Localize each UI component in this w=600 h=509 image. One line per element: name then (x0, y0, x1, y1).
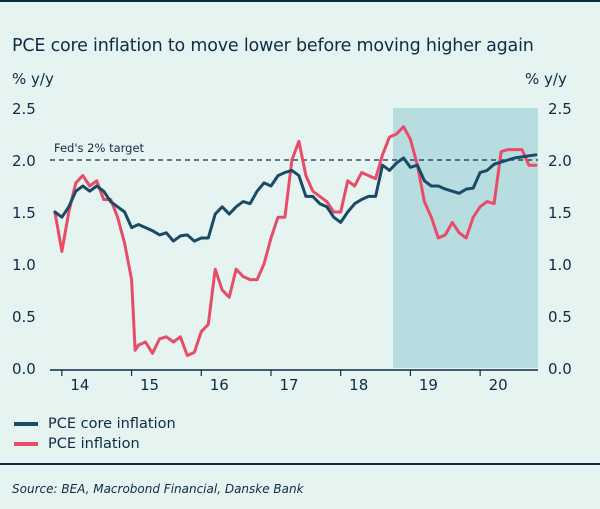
y-tick-right-1: 0.5 (548, 308, 572, 326)
y-tick-left-4: 2.0 (12, 152, 36, 170)
legend-label-headline: PCE inflation (48, 436, 140, 452)
x-tick-14: 14 (70, 376, 89, 394)
y-tick-left-5: 2.5 (12, 100, 36, 118)
right-y-unit: % y/y (525, 70, 567, 88)
y-tick-left-2: 1.0 (12, 256, 36, 274)
y-tick-right-2: 1.0 (548, 256, 572, 274)
left-y-unit: % y/y (12, 70, 54, 88)
x-tick-19: 19 (419, 376, 438, 394)
y-tick-right-0: 0.0 (548, 360, 572, 378)
legend-swatch-core (14, 422, 38, 426)
target-label: Fed's 2% target (54, 141, 145, 155)
legend-label-core: PCE core inflation (48, 416, 176, 432)
legend-item-headline: PCE inflation (14, 436, 140, 452)
source-note: Source: BEA, Macrobond Financial, Danske… (12, 482, 304, 496)
y-tick-left-0: 0.0 (12, 360, 36, 378)
y-tick-right-3: 1.5 (548, 204, 572, 222)
x-tick-15: 15 (140, 376, 159, 394)
y-tick-right-4: 2.0 (548, 152, 572, 170)
top-rule (0, 0, 600, 2)
series-line-headline (53, 125, 538, 357)
y-tick-left-3: 1.5 (12, 204, 36, 222)
x-tick-20: 20 (489, 376, 508, 394)
x-tick-16: 16 (210, 376, 229, 394)
y-tick-left-1: 0.5 (12, 308, 36, 326)
legend-swatch-headline (14, 442, 38, 446)
series-line-core (53, 153, 538, 243)
x-tick-18: 18 (349, 376, 368, 394)
y-tick-right-5: 2.5 (548, 100, 572, 118)
chart-title: PCE core inflation to move lower before … (12, 36, 534, 56)
legend-item-core: PCE core inflation (14, 416, 176, 432)
x-tick-17: 17 (279, 376, 298, 394)
bottom-rule (0, 463, 600, 465)
